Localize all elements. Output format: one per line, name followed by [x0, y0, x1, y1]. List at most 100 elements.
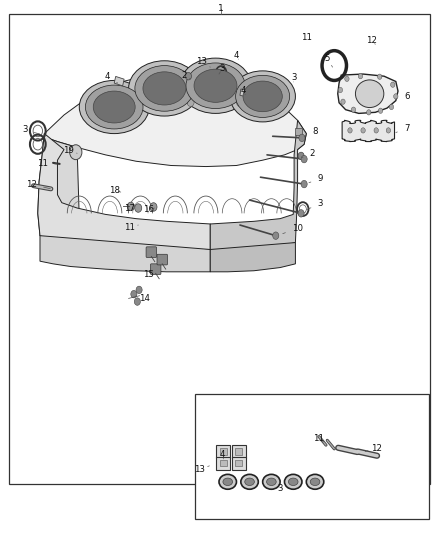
Ellipse shape [93, 91, 135, 123]
Text: 11: 11 [124, 223, 138, 232]
Ellipse shape [288, 478, 298, 486]
Bar [9, 14, 430, 484]
Text: 4: 4 [234, 51, 239, 60]
Ellipse shape [85, 85, 143, 129]
Circle shape [127, 202, 134, 211]
Circle shape [389, 104, 394, 110]
FancyBboxPatch shape [157, 254, 167, 265]
Ellipse shape [135, 66, 194, 111]
Ellipse shape [310, 478, 320, 486]
Polygon shape [38, 134, 210, 249]
Text: 3: 3 [277, 483, 283, 492]
Circle shape [374, 128, 378, 133]
Circle shape [298, 209, 304, 217]
Circle shape [361, 128, 365, 133]
Polygon shape [210, 243, 295, 272]
Text: 4: 4 [240, 85, 246, 95]
Text: 11: 11 [37, 159, 57, 168]
Circle shape [187, 98, 194, 107]
Circle shape [378, 74, 382, 79]
Circle shape [70, 145, 82, 160]
FancyBboxPatch shape [235, 448, 242, 455]
Circle shape [136, 286, 142, 294]
Bar [294, 128, 301, 135]
Ellipse shape [356, 80, 384, 108]
Text: 15: 15 [143, 270, 154, 279]
Text: 12: 12 [26, 180, 50, 189]
Circle shape [391, 82, 395, 87]
Polygon shape [44, 71, 306, 166]
Ellipse shape [267, 478, 276, 486]
Circle shape [135, 204, 142, 212]
Ellipse shape [219, 474, 237, 489]
Polygon shape [38, 134, 79, 236]
Text: 3: 3 [307, 199, 323, 209]
Text: 13: 13 [194, 465, 209, 474]
FancyBboxPatch shape [220, 448, 227, 455]
Ellipse shape [306, 474, 324, 489]
Ellipse shape [245, 478, 254, 486]
Text: 6: 6 [396, 92, 410, 101]
Text: 19: 19 [63, 146, 77, 155]
Ellipse shape [285, 474, 302, 489]
Circle shape [137, 98, 144, 107]
Text: 11: 11 [301, 34, 312, 43]
Circle shape [358, 74, 363, 79]
Circle shape [348, 128, 352, 133]
Text: 9: 9 [309, 174, 323, 183]
Circle shape [386, 128, 391, 133]
Circle shape [134, 298, 141, 305]
Text: 5: 5 [325, 54, 332, 67]
Text: 2: 2 [302, 149, 315, 158]
Circle shape [237, 88, 244, 97]
Text: 13: 13 [196, 58, 210, 67]
Bar [114, 76, 124, 86]
Circle shape [341, 99, 345, 104]
FancyBboxPatch shape [216, 445, 230, 458]
FancyBboxPatch shape [220, 460, 227, 466]
Bar [195, 394, 428, 519]
Text: 2: 2 [181, 70, 191, 79]
Circle shape [185, 72, 191, 80]
Circle shape [351, 107, 356, 112]
Text: 3: 3 [291, 73, 297, 82]
Circle shape [345, 76, 349, 82]
Text: 12: 12 [365, 444, 381, 453]
Text: 3: 3 [219, 64, 225, 74]
Circle shape [131, 290, 137, 298]
Ellipse shape [129, 61, 200, 116]
Text: 10: 10 [283, 224, 303, 233]
Ellipse shape [180, 58, 251, 114]
Text: 12: 12 [366, 36, 377, 45]
Circle shape [394, 94, 398, 99]
Circle shape [367, 110, 371, 115]
Circle shape [273, 232, 279, 239]
Ellipse shape [236, 75, 290, 117]
Circle shape [299, 134, 305, 142]
Circle shape [338, 87, 343, 93]
Bar [240, 89, 248, 97]
Text: 18: 18 [109, 186, 121, 195]
Text: 1: 1 [218, 4, 224, 13]
FancyBboxPatch shape [235, 460, 242, 466]
Text: 3: 3 [22, 125, 39, 134]
FancyBboxPatch shape [150, 264, 161, 274]
Circle shape [378, 108, 383, 114]
Polygon shape [342, 120, 395, 142]
Ellipse shape [79, 80, 149, 134]
Circle shape [301, 180, 307, 188]
Polygon shape [338, 74, 398, 114]
Circle shape [298, 152, 304, 160]
FancyBboxPatch shape [232, 457, 246, 470]
Text: 11: 11 [313, 434, 324, 443]
Ellipse shape [186, 63, 245, 109]
FancyBboxPatch shape [216, 457, 230, 470]
Circle shape [137, 88, 144, 97]
Circle shape [301, 156, 307, 163]
Circle shape [150, 203, 157, 211]
Ellipse shape [143, 72, 186, 105]
FancyBboxPatch shape [146, 247, 156, 257]
Text: 17: 17 [124, 204, 135, 213]
Ellipse shape [263, 474, 280, 489]
Text: 14: 14 [136, 294, 150, 303]
